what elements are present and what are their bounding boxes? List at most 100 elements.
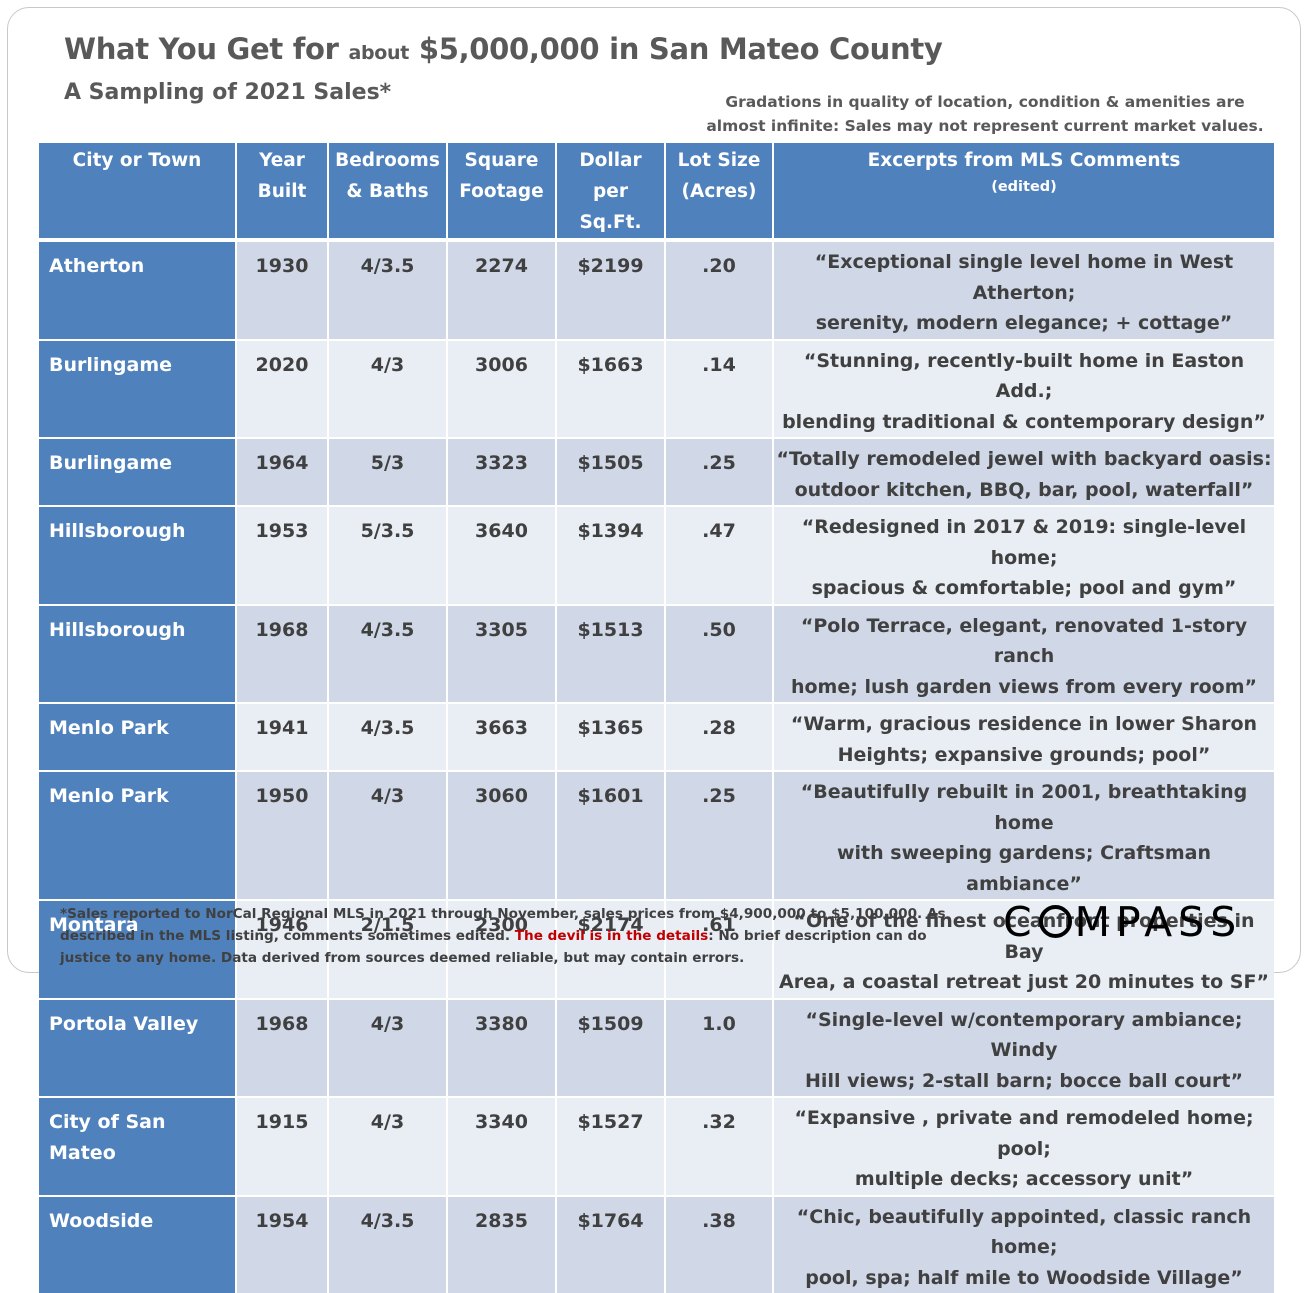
comment-line2: pool, spa; half mile to Woodside Village… bbox=[805, 1267, 1242, 1289]
table-row: Woodside 1954 4/3.5 2835 $1764 .38 “Chic… bbox=[39, 1196, 1274, 1293]
cell-dps: $1513 bbox=[556, 605, 665, 704]
cell-lot: .25 bbox=[665, 771, 773, 900]
cell-beds: 4/3.5 bbox=[328, 1196, 447, 1293]
cell-sqft: 3340 bbox=[447, 1097, 556, 1196]
logo-text-left: C bbox=[1003, 898, 1038, 946]
header-sqft: Square Footage bbox=[447, 143, 556, 240]
header-year-line1: Year bbox=[259, 150, 305, 171]
cell-city: Burlingame bbox=[39, 438, 236, 506]
cell-year: 1954 bbox=[236, 1196, 328, 1293]
cell-year: 1950 bbox=[236, 771, 328, 900]
cell-year: 1915 bbox=[236, 1097, 328, 1196]
cell-city: Burlingame bbox=[39, 340, 236, 439]
cell-year: 1941 bbox=[236, 703, 328, 771]
header-beds: Bedrooms& Baths bbox=[328, 143, 447, 240]
comment-line2: outdoor kitchen, BBQ, bar, pool, waterfa… bbox=[795, 479, 1254, 501]
cell-sqft: 3060 bbox=[447, 771, 556, 900]
header-comments-line2: (edited) bbox=[776, 176, 1272, 198]
table-row: Burlingame 1964 5/3 3323 $1505 .25 “Tota… bbox=[39, 438, 1274, 506]
comment-line2: multiple decks; accessory unit” bbox=[855, 1168, 1193, 1190]
comment-line1: “Totally remodeled jewel with backyard o… bbox=[776, 448, 1271, 470]
cell-dps: $2199 bbox=[556, 240, 665, 340]
cell-city: Menlo Park bbox=[39, 703, 236, 771]
cell-comment: “Beautifully rebuilt in 2001, breathtaki… bbox=[773, 771, 1274, 900]
cell-sqft: 2835 bbox=[447, 1196, 556, 1293]
cell-city: City of San Mateo bbox=[39, 1097, 236, 1196]
cell-lot: .50 bbox=[665, 605, 773, 704]
cell-beds: 5/3.5 bbox=[328, 506, 447, 605]
cell-lot: .32 bbox=[665, 1097, 773, 1196]
comment-line1: “Exceptional single level home in West A… bbox=[815, 251, 1233, 304]
cell-city: Atherton bbox=[39, 240, 236, 340]
cell-beds: 4/3 bbox=[328, 771, 447, 900]
cell-dps: $1365 bbox=[556, 703, 665, 771]
comment-line1: “Beautifully rebuilt in 2001, breathtaki… bbox=[801, 781, 1248, 834]
page-subtitle: A Sampling of 2021 Sales* bbox=[64, 80, 391, 105]
cell-dps: $1509 bbox=[556, 999, 665, 1098]
cell-dps: $1764 bbox=[556, 1196, 665, 1293]
cell-year: 1953 bbox=[236, 506, 328, 605]
cell-city: Portola Valley bbox=[39, 999, 236, 1098]
cell-dps: $1527 bbox=[556, 1097, 665, 1196]
cell-beds: 4/3.5 bbox=[328, 703, 447, 771]
cell-lot: .25 bbox=[665, 438, 773, 506]
cell-beds: 4/3 bbox=[328, 999, 447, 1098]
table-row: Burlingame 2020 4/3 3006 $1663 .14 “Stun… bbox=[39, 340, 1274, 439]
disclaimer-note: Gradations in quality of location, condi… bbox=[700, 90, 1270, 138]
cell-lot: .28 bbox=[665, 703, 773, 771]
comment-line2: blending traditional & contemporary desi… bbox=[782, 411, 1266, 433]
comment-line1: “Expansive , private and remodeled home;… bbox=[794, 1107, 1253, 1160]
header-lot: Lot Size(Acres) bbox=[665, 143, 773, 240]
comment-line2: Heights; expansive grounds; pool” bbox=[838, 744, 1211, 766]
footnote: *Sales reported to NorCal Regional MLS i… bbox=[60, 903, 960, 969]
cell-dps: $1663 bbox=[556, 340, 665, 439]
table-row: Menlo Park 1941 4/3.5 3663 $1365 .28 “Wa… bbox=[39, 703, 1274, 771]
header-sqft-line1: Square bbox=[465, 150, 539, 171]
cell-sqft: 3305 bbox=[447, 605, 556, 704]
comment-line1: “Polo Terrace, elegant, renovated 1-stor… bbox=[801, 615, 1247, 668]
header-dps-line2: per Sq.Ft. bbox=[579, 181, 641, 233]
comment-line2: home; lush garden views from every room” bbox=[791, 676, 1257, 698]
comment-line1: “Stunning, recently-built home in Easton… bbox=[804, 350, 1244, 403]
header-beds-line2: & Baths bbox=[346, 181, 428, 202]
sales-table: City or Town Year Built Bedrooms& Baths S… bbox=[39, 143, 1274, 1293]
table-row: Hillsborough 1968 4/3.5 3305 $1513 .50 “… bbox=[39, 605, 1274, 704]
cell-sqft: 3380 bbox=[447, 999, 556, 1098]
cell-lot: .20 bbox=[665, 240, 773, 340]
cell-beds: 4/3 bbox=[328, 1097, 447, 1196]
cell-comment: “Warm, gracious residence in lower Sharo… bbox=[773, 703, 1274, 771]
header-city: City or Town bbox=[39, 143, 236, 240]
comment-line2: Area, a coastal retreat just 20 minutes … bbox=[779, 971, 1269, 993]
cell-sqft: 3323 bbox=[447, 438, 556, 506]
header-lot-line2: (Acres) bbox=[682, 181, 757, 202]
cell-beds: 4/3.5 bbox=[328, 605, 447, 704]
header-dps: Dollar per Sq.Ft. bbox=[556, 143, 665, 240]
cell-city: Woodside bbox=[39, 1196, 236, 1293]
page-title: What You Get for about $5,000,000 in San… bbox=[64, 32, 943, 66]
cell-beds: 4/3.5 bbox=[328, 240, 447, 340]
cell-comment: “Stunning, recently-built home in Easton… bbox=[773, 340, 1274, 439]
cell-year: 1968 bbox=[236, 605, 328, 704]
table-header-row: City or Town Year Built Bedrooms& Baths S… bbox=[39, 143, 1274, 240]
title-part-1: What You Get for bbox=[64, 32, 348, 66]
cell-beds: 4/3 bbox=[328, 340, 447, 439]
comment-line1: “Single-level w/contemporary ambiance; W… bbox=[805, 1009, 1242, 1062]
header-dps-line1: Dollar bbox=[579, 150, 641, 171]
header-sqft-line2: Footage bbox=[459, 181, 543, 202]
footnote-highlight: The devil is in the details bbox=[515, 928, 708, 944]
cell-comment: “Redesigned in 2017 & 2019: single-level… bbox=[773, 506, 1274, 605]
cell-year: 1930 bbox=[236, 240, 328, 340]
cell-sqft: 3663 bbox=[447, 703, 556, 771]
cell-lot: 1.0 bbox=[665, 999, 773, 1098]
header-year-line2: Built bbox=[258, 181, 307, 202]
cell-year: 1964 bbox=[236, 438, 328, 506]
comment-line1: “Warm, gracious residence in lower Sharo… bbox=[791, 713, 1257, 735]
comment-line2: with sweeping gardens; Craftsman ambianc… bbox=[837, 842, 1211, 895]
comment-line1: “Redesigned in 2017 & 2019: single-level… bbox=[802, 516, 1246, 569]
header-comments-line1: Excerpts from MLS Comments bbox=[868, 150, 1181, 171]
cell-comment: “Polo Terrace, elegant, renovated 1-stor… bbox=[773, 605, 1274, 704]
cell-comment: “Exceptional single level home in West A… bbox=[773, 240, 1274, 340]
cell-year: 2020 bbox=[236, 340, 328, 439]
cell-lot: .38 bbox=[665, 1196, 773, 1293]
